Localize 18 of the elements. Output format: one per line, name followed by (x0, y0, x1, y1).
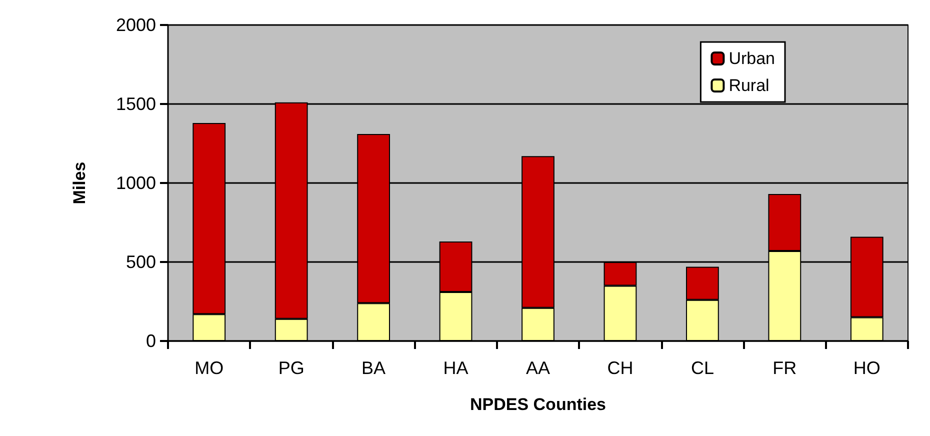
y-tick-label: 1000 (116, 173, 156, 193)
x-tick-label: MO (194, 358, 224, 378)
x-tick-label: BA (362, 358, 386, 378)
x-tick-label: HO (853, 358, 880, 378)
legend-label: Rural (728, 76, 770, 95)
y-tick-label: 500 (126, 252, 156, 272)
x-tick-label: AA (526, 358, 550, 378)
x-tick-label: CH (607, 358, 634, 378)
x-tick-label: CL (690, 358, 714, 378)
x-axis-title: NPDES Counties (470, 395, 606, 414)
x-tick-label: HA (443, 358, 468, 378)
legend-label: Urban (728, 49, 776, 68)
y-tick-label: 1500 (116, 94, 156, 114)
y-tick-label: 2000 (116, 15, 156, 35)
y-tick-label: 0 (146, 331, 156, 351)
y-axis-title: Miles (70, 162, 89, 204)
x-tick-label: FR (772, 358, 797, 378)
x-tick-label: PG (278, 358, 304, 378)
